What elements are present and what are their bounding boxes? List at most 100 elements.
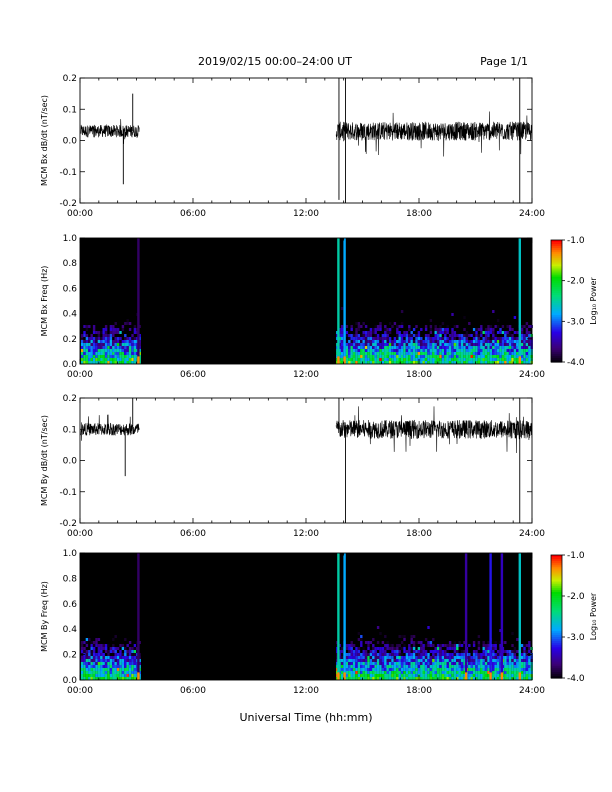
spectrogram-cell	[410, 662, 413, 665]
spectrogram-cell	[422, 349, 425, 352]
spectrogram-cell	[372, 355, 375, 358]
spectrogram-cell	[398, 340, 401, 343]
colorbar-swatch	[551, 250, 562, 253]
spectrogram-cell	[441, 337, 445, 340]
spectrogram-cell	[516, 340, 519, 343]
spectrogram-cell	[513, 355, 517, 358]
spectrogram-cell	[528, 340, 531, 343]
spectrogram-cell	[480, 328, 483, 331]
spectrogram-cell	[436, 650, 440, 653]
spectrogram-cell	[516, 659, 519, 662]
spectrogram-cell	[364, 659, 368, 662]
spectrogram-cell	[508, 355, 512, 358]
spectrogram-cell	[484, 647, 488, 650]
spectrogram-cell	[398, 653, 401, 656]
colorbar-tick-label: -2.0	[567, 592, 585, 602]
spectrogram-cell	[408, 677, 411, 680]
spectrogram-cell	[487, 349, 490, 352]
spectrogram-cell	[100, 644, 103, 647]
spectrogram-cell	[90, 665, 93, 668]
spectrogram-cell	[511, 346, 514, 349]
spectrogram-cell	[119, 361, 122, 364]
spectrogram-cell	[496, 656, 500, 659]
spectrogram-cell	[396, 340, 399, 343]
spectrogram-cell	[364, 352, 368, 355]
spectrogram-cell	[369, 668, 373, 671]
spectrogram-cell	[116, 668, 120, 671]
spectrogram-cell	[484, 337, 488, 340]
y-tick-label: 0.1	[63, 425, 77, 435]
spectrogram-cell	[355, 322, 358, 325]
spectrogram-cell	[114, 647, 117, 650]
spectrogram-cell	[340, 662, 344, 665]
spectrogram-cell	[405, 665, 409, 668]
spectrogram-cell	[386, 349, 389, 352]
spectrogram-cell	[408, 662, 411, 665]
spectrogram-cell	[80, 349, 84, 352]
spectrogram-cell	[504, 358, 507, 361]
spectrogram-cell	[501, 355, 505, 358]
spectrogram-cell	[369, 352, 373, 355]
spectrogram-cell	[386, 346, 389, 349]
spectrogram-cell	[85, 641, 89, 644]
spectrogram-cell	[80, 334, 84, 337]
spectrogram-cell	[348, 358, 351, 361]
spectrogram-cell	[109, 355, 113, 358]
spectrogram-cell	[100, 656, 103, 659]
spectrogram-cell	[434, 346, 437, 349]
spectrogram-cell	[451, 358, 454, 361]
spectrogram-cell	[508, 325, 512, 328]
spectral-line-3	[343, 553, 346, 680]
colorbar-tick-label: -1.0	[567, 236, 585, 246]
spectrogram-cell	[434, 361, 437, 364]
spectrogram-cell	[465, 355, 469, 358]
spectrogram-cell	[420, 653, 423, 656]
spectrogram-cell	[456, 349, 459, 352]
spectrogram-cell	[489, 358, 493, 361]
spectrogram-cell	[496, 361, 500, 364]
spectrogram-cell	[374, 349, 377, 352]
spectrogram-cell	[468, 656, 471, 659]
spectrogram-cell	[415, 650, 418, 653]
spectrogram-cell	[345, 340, 349, 343]
spectrogram-cell	[374, 653, 377, 656]
spectrogram-cell	[458, 674, 461, 677]
spectral-line-base-5	[489, 672, 492, 680]
spectrogram-cell	[516, 650, 519, 653]
spectrogram-cell	[472, 358, 476, 361]
spectrogram-cell	[422, 677, 425, 680]
colorbar-swatch	[551, 602, 562, 605]
spectrogram-cell	[384, 343, 387, 346]
colorbar-label: Log₁₀ Power	[589, 277, 598, 325]
spectrogram-cell	[523, 325, 526, 328]
spectrogram-cell	[372, 674, 375, 677]
spectrogram-cell	[107, 677, 110, 680]
spectrogram-cell	[458, 358, 461, 361]
spectrogram-cell	[410, 650, 413, 653]
spectrogram-cell	[80, 647, 84, 650]
spectrogram-cell	[528, 656, 531, 659]
spectrogram-cell	[489, 343, 493, 346]
spectrogram-cell	[448, 361, 452, 364]
spectrogram-cell	[523, 644, 526, 647]
spectrogram-cell	[501, 346, 505, 349]
spectrogram-cell	[126, 355, 129, 358]
spectrogram-cell	[446, 650, 449, 653]
spectrogram-cell	[345, 665, 349, 668]
spectrogram-cell	[511, 665, 514, 668]
spectrogram-cell	[102, 343, 105, 346]
spectrogram-cell	[436, 358, 440, 361]
spectrogram-cell	[116, 346, 120, 349]
colorbar-swatch	[551, 305, 562, 308]
spectrogram-cell	[338, 334, 341, 337]
spectrogram-cell	[511, 355, 514, 358]
spectrogram-cell	[367, 358, 370, 361]
spectrogram-cell	[379, 337, 382, 340]
spectrogram-cell	[403, 659, 406, 662]
spectrogram-cell	[410, 647, 413, 650]
spectrogram-cell	[107, 334, 110, 337]
spectrogram-cell	[424, 668, 428, 671]
y-tick-label: 0.6	[63, 284, 78, 294]
spectrogram-cell	[523, 674, 526, 677]
spectrogram-cell	[355, 346, 358, 349]
